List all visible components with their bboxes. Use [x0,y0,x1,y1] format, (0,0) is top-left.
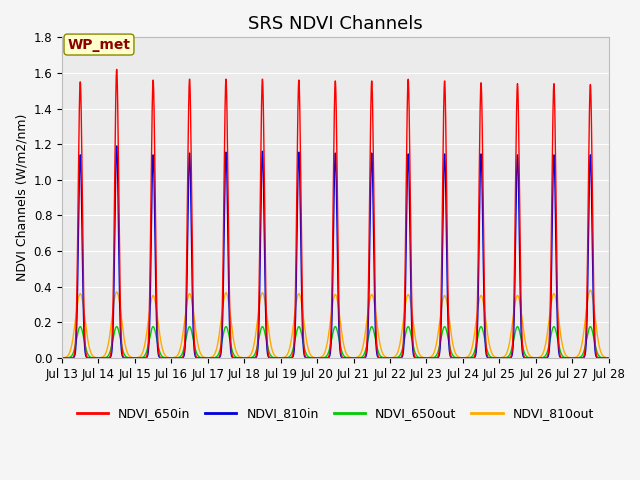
NDVI_810out [469,341,477,347]
NDVI_650in [87,355,95,360]
NDVI_810in [605,355,612,360]
NDVI_650in [497,355,505,360]
Line: NDVI_810in: NDVI_810in [62,146,609,358]
Y-axis label: NDVI Channels (W/m2/nm): NDVI Channels (W/m2/nm) [15,114,28,281]
NDVI_810in [58,355,66,360]
NDVI_650in [469,355,477,360]
NDVI_650out [505,353,513,359]
NDVI_810in [469,355,477,360]
NDVI_810in [484,355,492,360]
NDVI_650out [605,355,612,360]
NDVI_650in [484,354,492,360]
NDVI_810out [407,301,415,307]
NDVI_650out [484,349,492,355]
Line: NDVI_650in: NDVI_650in [62,70,609,358]
NDVI_650out [87,354,95,360]
NDVI_810out [58,355,66,360]
NDVI_650in [407,248,415,254]
NDVI_810out [586,287,594,293]
NDVI_650out [469,352,477,358]
Line: NDVI_810out: NDVI_810out [62,290,609,358]
NDVI_810out [605,355,612,360]
NDVI_650in [505,355,513,360]
NDVI_810in [113,143,120,149]
NDVI_650in [605,355,612,360]
NDVI_650out [58,355,66,360]
NDVI_810in [505,355,513,360]
NDVI_810in [407,291,415,297]
Legend: NDVI_650in, NDVI_810in, NDVI_650out, NDVI_810out: NDVI_650in, NDVI_810in, NDVI_650out, NDV… [72,403,599,425]
NDVI_810out [497,355,505,360]
NDVI_810out [87,349,95,355]
NDVI_810out [505,344,513,349]
NDVI_650out [76,324,84,330]
NDVI_650out [407,332,415,337]
NDVI_650out [497,355,505,360]
NDVI_810in [87,355,95,360]
NDVI_810in [497,355,505,360]
Title: SRS NDVI Channels: SRS NDVI Channels [248,15,422,33]
NDVI_810out [484,331,492,337]
Line: NDVI_650out: NDVI_650out [62,327,609,358]
NDVI_650in [113,67,120,72]
NDVI_650in [58,355,66,360]
Text: WP_met: WP_met [67,37,131,51]
